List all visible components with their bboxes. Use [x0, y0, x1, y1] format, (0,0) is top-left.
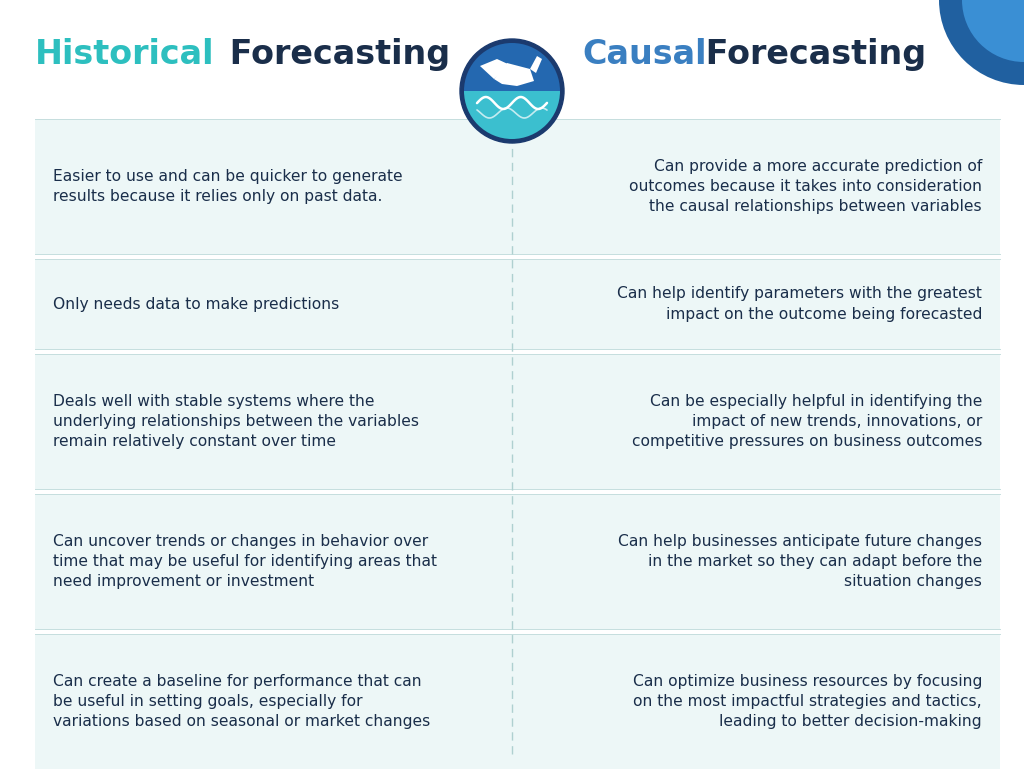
- Text: Only needs data to make predictions: Only needs data to make predictions: [53, 297, 339, 311]
- FancyBboxPatch shape: [35, 494, 1000, 629]
- FancyBboxPatch shape: [35, 354, 1000, 489]
- Polygon shape: [480, 59, 510, 79]
- Text: Can be especially helpful in identifying the
impact of new trends, innovations, : Can be especially helpful in identifying…: [632, 394, 982, 449]
- FancyBboxPatch shape: [35, 634, 1000, 769]
- FancyBboxPatch shape: [35, 119, 1000, 254]
- Text: Forecasting: Forecasting: [694, 38, 926, 71]
- Text: Easier to use and can be quicker to generate
results because it relies only on p: Easier to use and can be quicker to gene…: [53, 169, 402, 205]
- Wedge shape: [939, 0, 1024, 85]
- Circle shape: [460, 39, 564, 143]
- Text: Can help identify parameters with the greatest
impact on the outcome being forec: Can help identify parameters with the gr…: [617, 286, 982, 321]
- Wedge shape: [962, 0, 1024, 62]
- Polygon shape: [494, 63, 534, 86]
- Text: Can uncover trends or changes in behavior over
time that may be useful for ident: Can uncover trends or changes in behavio…: [53, 534, 437, 589]
- Wedge shape: [464, 43, 560, 91]
- Text: Historical: Historical: [35, 38, 214, 71]
- Text: Can provide a more accurate prediction of
outcomes because it takes into conside: Can provide a more accurate prediction o…: [629, 158, 982, 215]
- Wedge shape: [464, 91, 560, 139]
- Text: Forecasting: Forecasting: [218, 38, 451, 71]
- FancyBboxPatch shape: [35, 259, 1000, 349]
- Text: Deals well with stable systems where the
underlying relationships between the va: Deals well with stable systems where the…: [53, 394, 419, 449]
- Text: Can optimize business resources by focusing
on the most impactful strategies and: Can optimize business resources by focus…: [633, 674, 982, 730]
- Text: Can create a baseline for performance that can
be useful in setting goals, espec: Can create a baseline for performance th…: [53, 674, 430, 730]
- Polygon shape: [530, 56, 542, 73]
- Text: Causal: Causal: [582, 38, 707, 71]
- Text: Can help businesses anticipate future changes
in the market so they can adapt be: Can help businesses anticipate future ch…: [618, 534, 982, 589]
